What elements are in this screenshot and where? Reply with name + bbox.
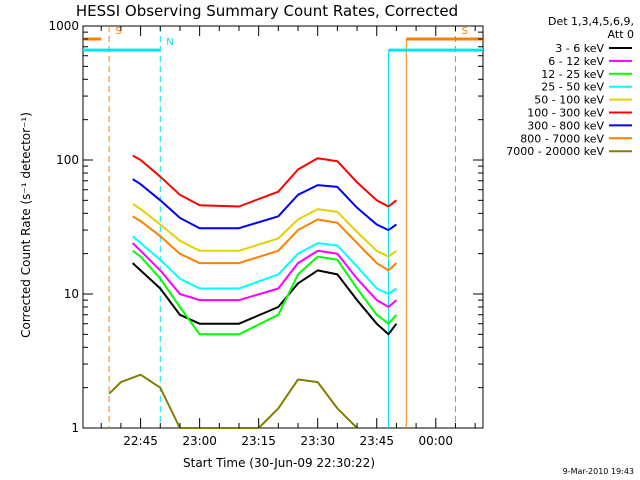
timestamp-footer: 9-Mar-2010 19:43 [563, 467, 634, 476]
series-line [132, 215, 398, 272]
series-line [132, 262, 398, 336]
y-tick-label: 10 [64, 287, 79, 301]
legend-label: 7000 - 20000 keV [506, 145, 604, 158]
y-axis-label: Corrected Count Rate (s⁻¹ detector⁻¹) [19, 112, 33, 338]
x-tick-label: 23:45 [359, 434, 394, 448]
series-line [108, 373, 358, 429]
flag-label: N [166, 37, 173, 48]
legend-label: 100 - 300 keV [527, 107, 604, 120]
series-line [132, 154, 398, 208]
plot-area: S S N 22:45 23:00 23:15 23:30 23:45 00:00 1 10 10… [48, 19, 484, 448]
legend-header-line1: Det 1,3,4,5,6,9, [548, 15, 634, 28]
legend-label: 3 - 6 keV [555, 42, 604, 55]
y-tick-label: 1000 [48, 19, 79, 33]
flags-layer: S S N [83, 26, 483, 428]
series-line [132, 178, 397, 232]
legend-label: 25 - 50 keV [541, 81, 604, 94]
legend-label: 800 - 7000 keV [520, 132, 604, 145]
legend-label: 300 - 800 keV [527, 119, 604, 132]
legend-label: 12 - 25 keV [541, 68, 604, 81]
x-tick-label: 23:00 [182, 434, 217, 448]
legend-header-line2: Att 0 [608, 28, 634, 41]
y-tick-label: 1 [71, 421, 79, 435]
x-axis: 22:45 23:00 23:15 23:30 23:45 00:00 [100, 26, 476, 448]
y-axis: 1 10 100 1000 [48, 19, 483, 435]
x-axis-label: Start Time (30-Jun-09 22:30:22) [183, 456, 375, 470]
y-tick-label: 100 [56, 153, 79, 167]
series-line [132, 203, 397, 258]
x-tick-label: 00:00 [418, 434, 453, 448]
x-tick-label: 22:45 [123, 434, 158, 448]
x-tick-label: 23:30 [300, 434, 335, 448]
series-line [132, 249, 398, 336]
chart-title: HESSI Observing Summary Count Rates, Cor… [76, 2, 458, 20]
flag-label: S [461, 26, 467, 37]
x-tick-label: 23:15 [241, 434, 276, 448]
series-line [132, 235, 397, 295]
flag-label: S [115, 26, 121, 37]
legend-label: 50 - 100 keV [534, 94, 604, 107]
legend-label: 6 - 12 keV [548, 55, 604, 68]
plot-frame [82, 25, 484, 429]
series-layer [108, 154, 398, 429]
series-line [132, 242, 398, 308]
